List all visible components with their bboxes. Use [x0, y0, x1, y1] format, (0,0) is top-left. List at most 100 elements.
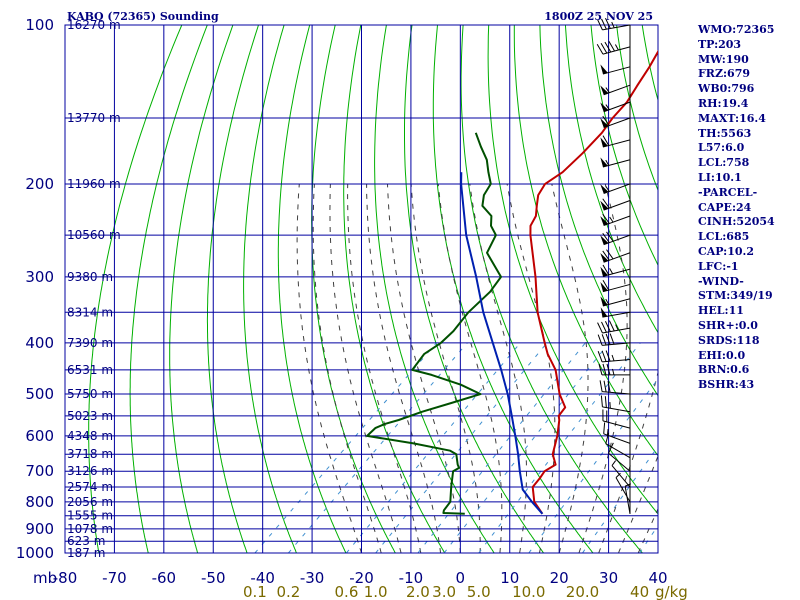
barb-pennant — [600, 64, 608, 75]
barb-half-flag — [609, 268, 614, 275]
mixing-ratio-tick-label: 1.0 — [364, 583, 388, 600]
barb-pennant — [600, 137, 608, 148]
height-label: 2056 m — [67, 495, 113, 509]
pressure-tick-label: 1000 — [16, 544, 54, 562]
temperature-tick-label: -50 — [201, 569, 226, 587]
barb-pennant — [600, 157, 608, 168]
height-label: 623 m — [67, 534, 105, 548]
grid — [64, 24, 659, 554]
barb-flag — [608, 320, 615, 332]
height-label: 1555 m — [67, 509, 113, 523]
barb-flag — [602, 198, 610, 209]
barb-flag — [602, 135, 610, 146]
pressure-tick-label: 900 — [25, 520, 54, 538]
index-row: L57:6.0 — [698, 141, 745, 155]
barb-flag — [600, 42, 608, 54]
index-row: WMO:72365 — [698, 23, 775, 36]
height-label: 6531 m — [67, 363, 113, 377]
wind-barbs — [596, 17, 631, 514]
barb-pennant — [600, 307, 608, 318]
barb-flag — [603, 422, 606, 434]
wind-barb — [600, 249, 631, 263]
wind-barb — [600, 135, 631, 148]
barb-half-flag — [611, 354, 615, 362]
barb-flag — [606, 231, 614, 242]
barb-pennant — [600, 252, 609, 263]
barb-flag — [596, 44, 604, 55]
barb-flag — [601, 321, 607, 333]
temperature-tick-label: 20 — [550, 569, 569, 587]
pressure-tick-label: 100 — [25, 16, 54, 34]
height-label: 7390 m — [67, 336, 113, 350]
height-label: 10560 m — [67, 228, 121, 242]
height-label: 3126 m — [67, 464, 113, 478]
mixing-ratio-tick-label: 10.0 — [512, 583, 545, 600]
barb-half-flag — [611, 460, 617, 466]
moist-adiabats — [296, 183, 658, 553]
mixing-ratio-tick-label: 0.2 — [276, 583, 300, 600]
barb-flag — [602, 363, 607, 376]
index-row: MW:190 — [698, 52, 749, 66]
temperature-tick-label: -70 — [102, 569, 127, 587]
barb-flag — [609, 333, 615, 345]
mixing-ratio-tick-label: 20.0 — [566, 583, 599, 600]
index-row: -PARCEL- — [698, 185, 758, 199]
moist-adiabat — [469, 183, 527, 553]
index-row: BRN:0.6 — [698, 363, 750, 377]
barb-staff — [602, 358, 631, 363]
height-label: 4348 m — [67, 429, 113, 443]
barb-flag — [605, 432, 610, 444]
barb-pennant — [600, 85, 609, 95]
pressure-tick-label: 300 — [25, 268, 54, 286]
barb-flag — [598, 363, 603, 376]
moist-adiabat — [618, 454, 658, 553]
mixing-ratio-tick-label: 3.0 — [432, 583, 456, 600]
barb-pennant — [600, 200, 609, 211]
index-row: SHR+:0.0 — [698, 318, 758, 332]
barb-flag — [604, 321, 611, 332]
barb-staff — [602, 268, 631, 277]
barb-pennant — [600, 282, 608, 292]
barb-staff — [602, 327, 631, 334]
index-row: RH:19.4 — [698, 96, 749, 110]
height-label: 11960 m — [67, 177, 121, 191]
wind-barb — [600, 307, 631, 318]
wind-barb — [600, 395, 631, 413]
wind-barb — [602, 409, 631, 429]
barb-pennant — [600, 102, 609, 112]
index-row: CAP:10.2 — [698, 244, 755, 258]
barb-flag — [601, 334, 607, 346]
temperature-trace — [529, 49, 658, 515]
barb-half-flag — [624, 483, 631, 487]
barb-flag — [608, 40, 615, 52]
temperature-tick-label: -40 — [250, 569, 275, 587]
index-row: LI:10.1 — [698, 170, 742, 184]
barb-staff — [602, 24, 631, 31]
moist-adiabat — [551, 183, 589, 553]
height-label: 13770 m — [67, 111, 121, 125]
mixing-ratio-unit-label: g/kg — [655, 583, 688, 600]
index-row: FRZ:679 — [698, 67, 751, 81]
pressure-tick-label: 500 — [25, 385, 54, 403]
index-row: LCL:685 — [698, 230, 750, 244]
wind-barb — [597, 350, 631, 363]
pressure-tick-label: 600 — [25, 427, 54, 445]
barb-pennant — [600, 184, 609, 194]
barb-staff — [603, 101, 631, 113]
temperature-tick-label: -10 — [399, 569, 424, 587]
wind-barb — [600, 157, 631, 168]
parcel-trace — [460, 172, 544, 515]
mixing-ratio-tick-label: 2.0 — [406, 583, 430, 600]
barb-flag — [601, 350, 607, 362]
wind-barb — [600, 115, 631, 129]
index-row: CAPE:24 — [698, 200, 752, 214]
height-label: 187 m — [67, 546, 105, 560]
height-label: 1078 m — [67, 522, 113, 536]
barb-pennant — [600, 235, 609, 245]
barb-flag — [602, 280, 610, 291]
barb-flag — [606, 363, 611, 376]
mixing-ratio-tick-label: 5.0 — [467, 583, 491, 600]
temperature-tick-label: -20 — [349, 569, 374, 587]
wind-barb — [600, 264, 631, 277]
